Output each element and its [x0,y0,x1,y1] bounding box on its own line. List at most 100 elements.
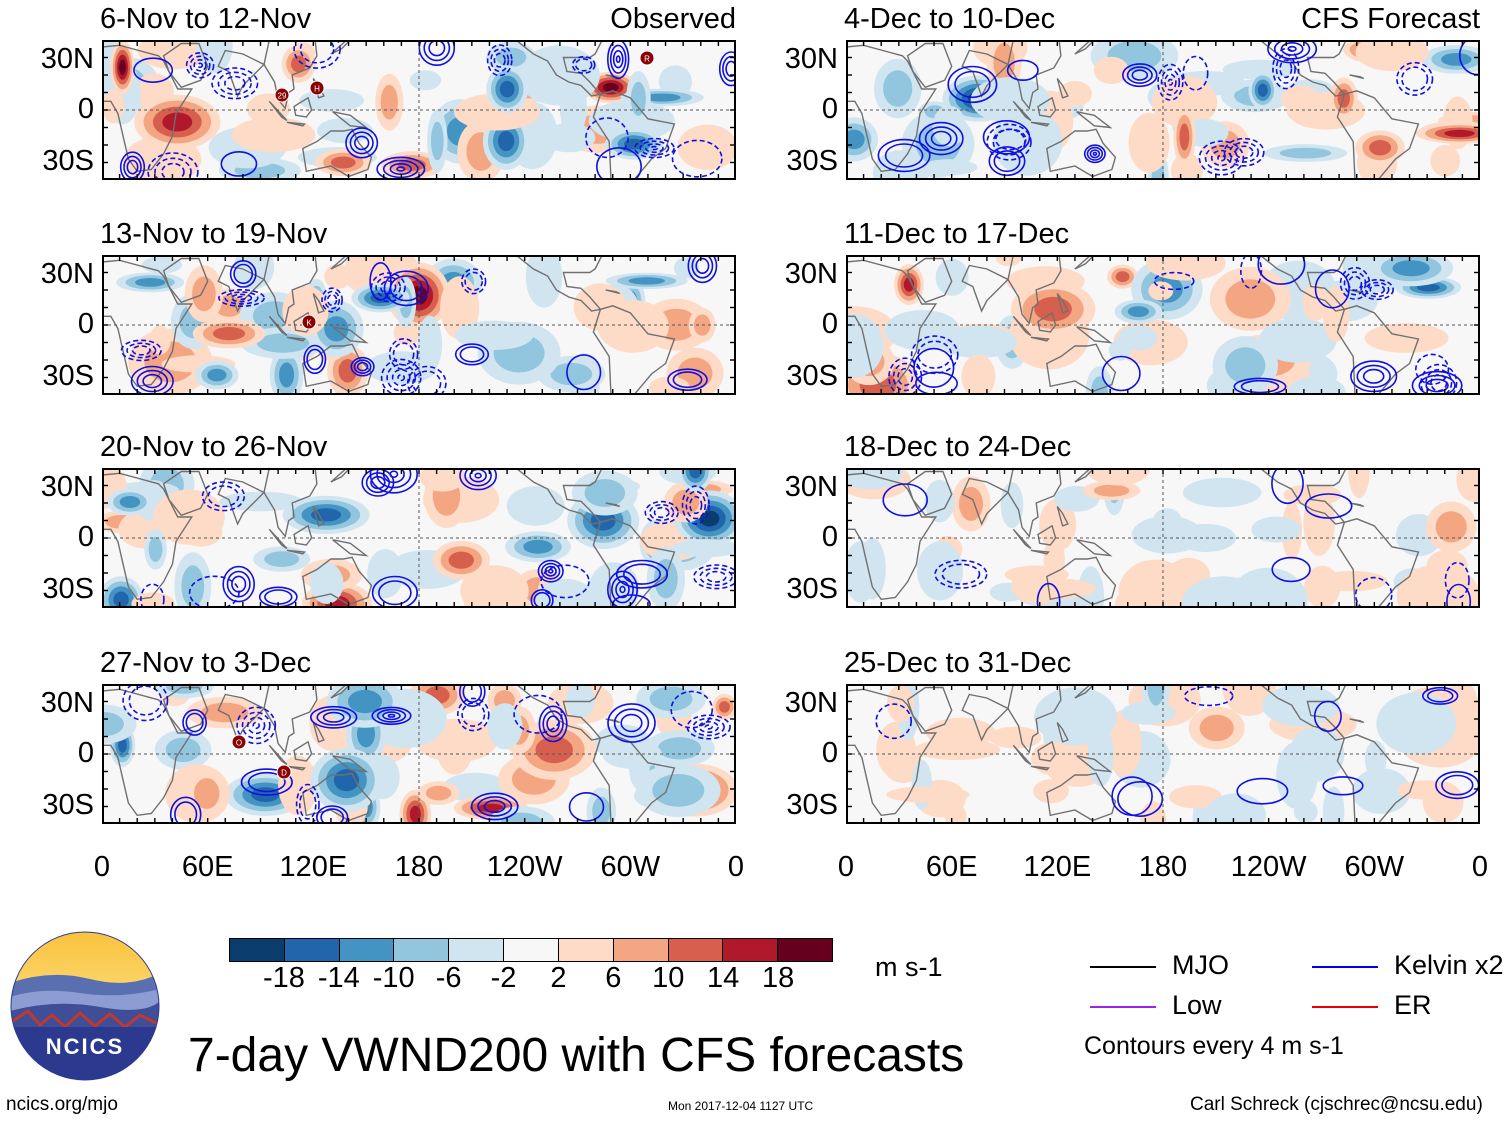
kelvin-contour-negative [126,342,157,359]
negative-anomaly [858,537,886,600]
negative-anomaly [883,70,913,107]
kelvin-contour-positive [1117,781,1164,818]
coastline [162,686,209,733]
kelvin-contour-positive [226,570,251,598]
coastline [263,468,318,538]
coastlines [102,684,676,824]
negative-anomaly [1287,375,1346,395]
footer-date: Mon 2017-12-04 1127 UTC [668,1099,814,1113]
kelvin-contour-negative [693,564,736,590]
kelvin-contour-negative [299,40,335,64]
map-panel-fc-2 [846,255,1480,395]
negative-anomaly [1205,793,1266,824]
map-panel-obs-2: K [102,255,736,395]
coastline [286,549,306,555]
kelvin-contour-positive [566,354,602,391]
coastline [312,293,325,314]
legend-label: Kelvin x2 [1394,950,1504,980]
coastline [286,765,306,771]
kelvin-contour-positive [609,44,627,74]
positive-anomaly [1435,511,1467,543]
coastline [217,49,266,98]
negative-anomaly [917,541,963,601]
kelvin-contour-positive [672,371,703,389]
negative-anomaly [367,549,404,599]
footer-author: Carl Schreck (cjschrec@ncsu.edu) [1190,1094,1483,1115]
lon-tick-label: 120E [1023,851,1092,883]
lat-tick-label: 30N [40,43,94,75]
kelvin-contour-negative [1240,255,1263,289]
positive-anomaly [535,736,573,764]
positive-anomaly [448,551,474,569]
kelvin-contour-negative [513,694,563,734]
legend-line-er [1312,1006,1378,1008]
colorbar-tick-label: -6 [435,962,462,994]
storm-marker: K [301,314,317,330]
coastline [1074,40,1096,55]
coastline [217,264,266,313]
kelvin-contour-positive [423,40,451,62]
lat-tick-label: 0 [821,521,838,553]
kelvin-contour-positive [620,713,643,733]
kelvin-contour-positive [1411,370,1463,395]
lat-tick-label: 0 [821,737,838,769]
negative-anomaly [939,325,1018,359]
positive-anomaly [886,685,914,723]
colorbar-swatch [449,939,505,961]
positive-anomaly [1105,709,1142,777]
lat-tick-label: 30N [784,687,838,719]
kelvin-contour-positive [1236,777,1289,805]
negative-anomaly [431,121,444,161]
kelvin-contour-negative [486,44,513,77]
legend-line-low [1090,1006,1156,1008]
lon-tick-label: 0 [1471,851,1489,883]
negative-anomaly [207,368,227,382]
positive-anomaly [1115,271,1130,283]
negative-anomaly [135,278,166,287]
lat-tick-label: 30N [40,471,94,503]
negative-anomaly [141,256,183,274]
kelvin-contour-positive [1089,149,1101,159]
positive-anomaly [1444,129,1475,137]
negative-anomaly [165,737,201,762]
negative-anomaly [1376,692,1457,755]
kelvin-contour-positive [1101,355,1141,392]
kelvin-contour-positive [611,575,634,604]
storm-marker-label: H [314,85,320,94]
coastline [293,524,313,546]
kelvin-contour-negative [321,287,344,313]
coastline [102,472,194,601]
positive-anomaly [1039,498,1077,551]
coastline [293,740,313,762]
negative-anomaly [523,539,553,554]
coastline [1336,734,1420,824]
footer-url[interactable]: ncics.org/mjo [6,1094,118,1115]
ncics-logo [10,931,160,1081]
coastline [332,755,369,773]
positive-anomaly [194,778,220,809]
negative-anomaly [506,486,565,526]
kelvin-contour-positive [353,359,372,374]
kelvin-contour-positive [1083,144,1106,164]
kelvin-contour-negative [456,697,490,732]
kelvin-contour-positive [371,706,412,725]
kelvin-contour-positive [306,348,324,371]
coastline [1012,100,1032,122]
kelvin-contour-positive [459,468,497,491]
main-title: 7-day VWND200 with CFS forecasts [188,1029,965,1082]
storm-marker-dot [231,734,247,750]
kelvin-contour-positive [988,146,1026,177]
kelvin-contour-positive [1446,583,1472,608]
lat-tick-label: 30N [784,471,838,503]
kelvin-contours [877,40,1480,177]
kelvin-contour-positive [1362,368,1385,384]
kelvin-contour-positive [619,585,626,594]
positive-anomaly [149,325,171,355]
kelvin-contour-positive [233,263,254,285]
kelvin-contour-negative [1444,561,1470,599]
storm-marker-dot [274,87,290,103]
coastline [906,257,953,304]
kelvin-contour-positive [924,126,958,151]
kelvin-contour-negative [1425,368,1453,395]
kelvin-contour-positive [1441,774,1474,796]
